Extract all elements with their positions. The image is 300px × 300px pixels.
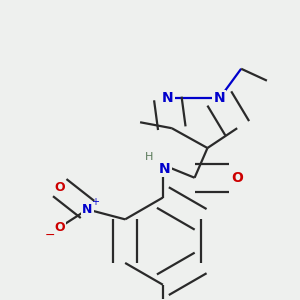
Text: H: H (145, 152, 153, 162)
Text: N: N (214, 92, 225, 106)
Text: O: O (54, 221, 65, 234)
Text: +: + (92, 196, 99, 206)
Text: O: O (231, 171, 243, 185)
Text: −: − (45, 229, 55, 242)
Text: N: N (159, 162, 171, 176)
Text: N: N (82, 203, 93, 216)
Text: N: N (162, 92, 174, 106)
Text: O: O (54, 181, 65, 194)
